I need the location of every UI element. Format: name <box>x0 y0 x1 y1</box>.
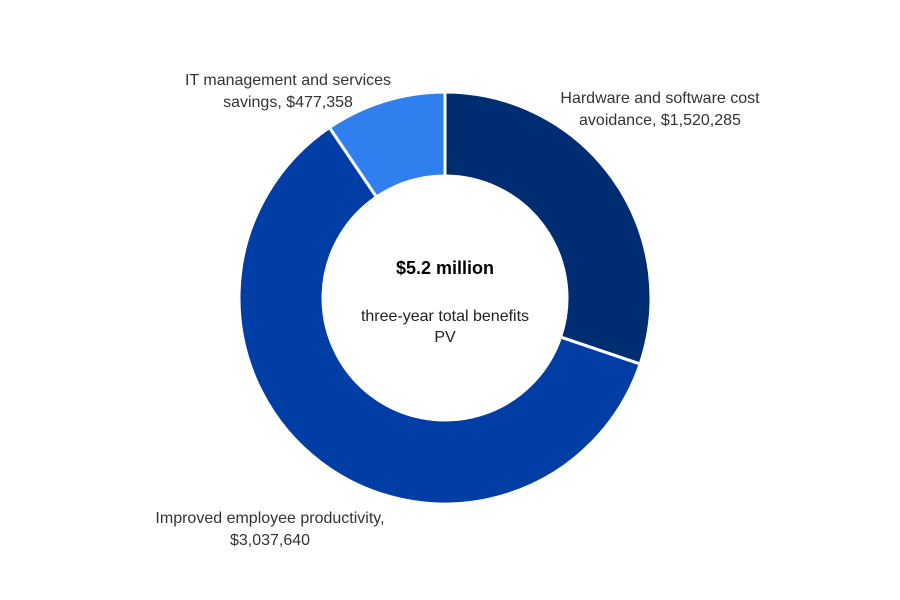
center-caption-line: three-year total benefits <box>360 308 530 325</box>
center-caption-line: PV <box>434 329 456 346</box>
slice-label-line: avoidance, $1,520,285 <box>579 112 741 129</box>
slice-label-line: savings, $477,358 <box>223 94 353 111</box>
center-total-value: $5.2 million <box>395 258 495 278</box>
slice-label-employee-productivity: Improved employee productivity, $3,037,6… <box>120 508 420 552</box>
slice-label-line: Improved employee productivity, <box>155 510 385 527</box>
slice-label-line: IT management and services <box>184 72 392 89</box>
center-caption: three-year total benefits PV <box>320 306 570 348</box>
slice-label-line: $3,037,640 <box>229 532 311 549</box>
donut-slice-0 <box>443 90 653 366</box>
slice-label-line: Hardware and software cost <box>560 90 760 107</box>
donut-slice-1 <box>237 125 642 506</box>
donut-slice-2 <box>327 90 447 199</box>
slice-label-hardware-software: Hardware and software cost avoidance, $1… <box>520 88 800 132</box>
slice-label-it-management: IT management and services savings, $477… <box>148 70 428 114</box>
